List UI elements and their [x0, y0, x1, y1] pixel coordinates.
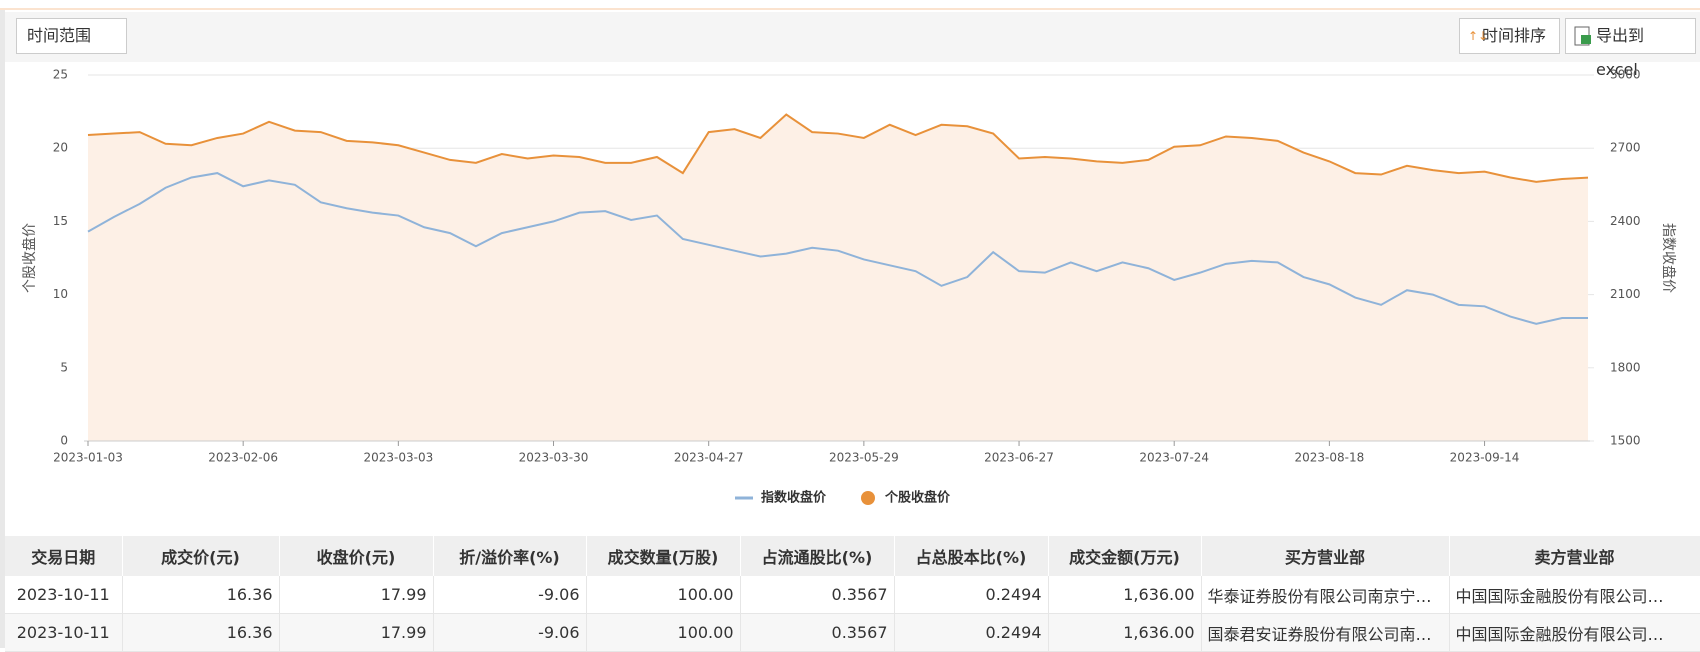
table-body: 2023-10-11 16.36 17.99 -9.06 100.00 0.3567 0.2… — [5, 576, 1700, 652]
area — [88, 114, 1588, 441]
x-tick-label: 2023-06-27 — [984, 451, 1054, 465]
sort-icon: ↑↓ — [1468, 29, 1489, 43]
table-row: 2023-10-11 16.36 17.99 -9.06 100.00 0.3567 0.2… — [5, 613, 1700, 652]
export-button[interactable]: 导出到excel — [1565, 18, 1696, 79]
column-header[interactable]: 成交价(元) — [122, 536, 280, 576]
header-row: 交易日期 成交价(元) 收盘价(元) 折/溢价率(%) 成交数量(万股) 占流通股比(%)… — [5, 536, 1700, 576]
table-cell: 2023-10-11 — [5, 613, 123, 652]
legend-label: 指数收盘价 — [761, 490, 827, 506]
chart: 0510152025150018002100240027003000个股收盘价指… — [21, 68, 1677, 506]
y-tick-label: 20 — [53, 141, 68, 155]
sort-button[interactable]: ↑↓ 时间排序 — [1459, 18, 1560, 54]
y-tick-label: 0 — [60, 434, 68, 448]
x-tick-label: 2023-01-03 — [53, 451, 123, 465]
legend-label: 个股收盘价 — [884, 490, 951, 506]
left-border — [0, 0, 5, 648]
toolbar: 时间范围 ↑↓ 时间排序 导出到excel — [5, 12, 1700, 79]
y-tick-label: 10 — [53, 287, 68, 301]
table-cell: 16.36 — [122, 576, 280, 614]
table-cell: 0.3567 — [740, 576, 895, 614]
table-cell: 中国国际金融股份有限公司… — [1449, 613, 1700, 652]
table-cell: -9.06 — [433, 613, 587, 652]
x-tick-label: 2023-03-30 — [519, 451, 589, 465]
x-tick-label: 2023-03-03 — [363, 451, 433, 465]
top-strip — [0, 0, 1700, 10]
column-header[interactable]: 交易日期 — [5, 536, 123, 576]
table-cell: 2023-10-11 — [5, 576, 123, 614]
column-header[interactable]: 折/溢价率(%) — [433, 536, 587, 576]
table-cell: 0.2494 — [894, 576, 1049, 614]
y2-tick-label: 1800 — [1610, 360, 1641, 374]
y-tick-label: 5 — [60, 360, 68, 374]
y-tick-label: 15 — [53, 214, 68, 228]
column-header[interactable]: 卖方营业部 — [1449, 536, 1700, 576]
table-cell: 华泰证券股份有限公司南京宁… — [1201, 576, 1450, 614]
y-axis-title: 个股收盘价 — [21, 223, 38, 293]
x-tick-label: 2023-05-29 — [829, 451, 899, 465]
column-header[interactable]: 占流通股比(%) — [740, 536, 895, 576]
x-tick-label: 2023-08-18 — [1295, 451, 1365, 465]
table-cell: 1,636.00 — [1048, 613, 1202, 652]
y2-tick-label: 3000 — [1610, 68, 1641, 82]
column-header[interactable]: 成交金额(万元) — [1048, 536, 1202, 576]
y2-tick-label: 1500 — [1610, 434, 1641, 448]
y2-tick-label: 2700 — [1610, 141, 1641, 155]
table-cell: 0.3567 — [740, 613, 895, 652]
table-cell: 1,636.00 — [1048, 576, 1202, 614]
column-header[interactable]: 买方营业部 — [1201, 536, 1450, 576]
table-cell: 国泰君安证券股份有限公司南… — [1201, 613, 1450, 652]
column-header[interactable]: 成交数量(万股) — [586, 536, 741, 576]
table-cell: 0.2494 — [894, 613, 1049, 652]
sort-label: 时间排序 — [1482, 26, 1547, 45]
table-row: 2023-10-11 16.36 17.99 -9.06 100.00 0.3567 0.2… — [5, 576, 1700, 614]
column-header[interactable]: 收盘价(元) — [279, 536, 434, 576]
table-cell: 17.99 — [279, 613, 434, 652]
y2-tick-label: 2400 — [1610, 214, 1641, 228]
table-cell: 16.36 — [122, 613, 280, 652]
legend-marker — [861, 491, 875, 505]
range-button[interactable]: 时间范围 — [16, 18, 127, 54]
export-label: 导出到excel — [1596, 26, 1645, 79]
table-cell: 100.00 — [586, 576, 741, 614]
trade-table: 交易日期 成交价(元) 收盘价(元) 折/溢价率(%) 成交数量(万股) 占流通股比(%)… — [5, 536, 1700, 652]
x-tick-label: 2023-09-14 — [1450, 451, 1520, 465]
column-header[interactable]: 占总股本比(%) — [894, 536, 1049, 576]
x-tick-label: 2023-04-27 — [674, 451, 744, 465]
y-tick-label: 25 — [53, 68, 68, 82]
y2-axis-title: 指数收盘价 — [1660, 223, 1677, 293]
excel-icon — [1574, 26, 1591, 46]
x-tick-label: 2023-07-24 — [1139, 451, 1209, 465]
table-cell: 17.99 — [279, 576, 434, 614]
series-line — [87, 172, 1588, 325]
series-line — [87, 113, 1589, 183]
table-cell: -9.06 — [433, 576, 587, 614]
table-cell: 中国国际金融股份有限公司… — [1449, 576, 1700, 614]
x-tick-label: 2023-02-06 — [208, 451, 278, 465]
table-cell: 100.00 — [586, 613, 741, 652]
y2-tick-label: 2100 — [1610, 287, 1641, 301]
